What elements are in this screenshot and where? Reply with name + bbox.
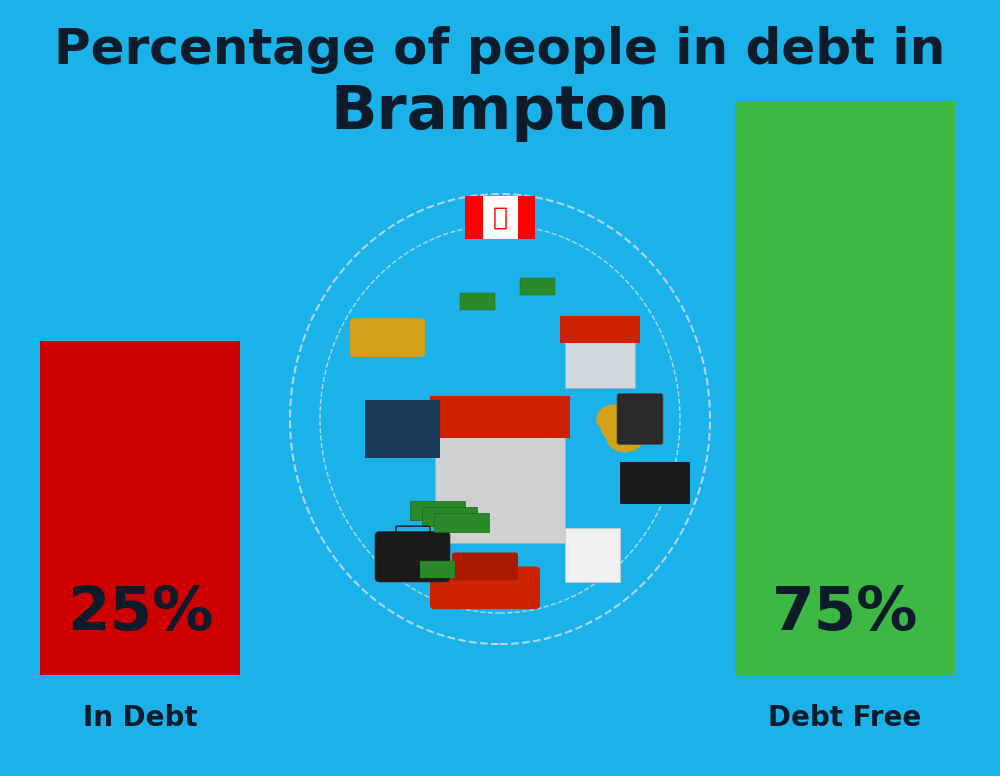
Text: Percentage of people in debt in: Percentage of people in debt in [54,26,946,74]
Circle shape [602,414,638,442]
FancyBboxPatch shape [365,400,440,458]
FancyBboxPatch shape [434,513,489,532]
Text: 75%: 75% [772,584,918,643]
Text: In Debt: In Debt [83,704,197,732]
FancyBboxPatch shape [520,278,555,295]
FancyBboxPatch shape [482,196,518,239]
FancyBboxPatch shape [465,196,482,239]
FancyBboxPatch shape [422,507,477,526]
FancyBboxPatch shape [565,338,635,388]
FancyBboxPatch shape [410,501,465,520]
FancyBboxPatch shape [460,293,495,310]
FancyBboxPatch shape [430,396,570,438]
FancyBboxPatch shape [565,528,620,582]
Text: Brampton: Brampton [330,83,670,142]
FancyBboxPatch shape [435,435,565,543]
FancyBboxPatch shape [560,316,640,343]
FancyBboxPatch shape [430,566,540,609]
Text: 🍁: 🍁 [492,206,508,229]
FancyBboxPatch shape [452,553,518,580]
FancyBboxPatch shape [735,101,955,675]
FancyBboxPatch shape [620,462,690,504]
Circle shape [597,405,633,433]
Circle shape [607,424,643,452]
Text: Debt Free: Debt Free [768,704,922,732]
FancyBboxPatch shape [617,393,663,445]
Text: 25%: 25% [67,584,213,643]
FancyBboxPatch shape [375,532,450,582]
FancyBboxPatch shape [420,561,455,578]
FancyBboxPatch shape [518,196,535,239]
FancyBboxPatch shape [40,341,240,675]
FancyBboxPatch shape [350,318,425,357]
